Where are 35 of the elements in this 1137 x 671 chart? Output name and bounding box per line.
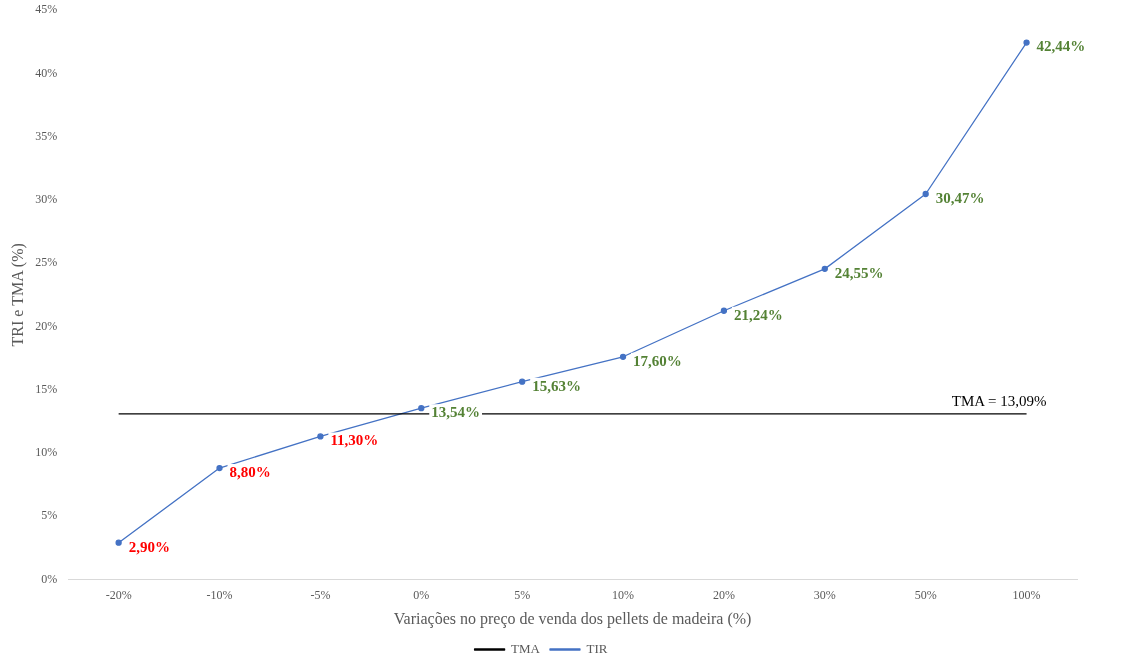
x-tick-label: -5% bbox=[310, 587, 331, 602]
y-tick-label: 15% bbox=[35, 381, 58, 396]
legend-label: TIR bbox=[586, 640, 608, 656]
y-tick-label: 30% bbox=[35, 192, 58, 207]
data-label: 15,63% bbox=[532, 377, 581, 394]
y-tick-label: 5% bbox=[41, 508, 58, 523]
data-label: 8,80% bbox=[229, 463, 271, 480]
data-label: 11,30% bbox=[330, 432, 379, 449]
x-tick-label: 50% bbox=[914, 587, 937, 602]
data-label: 13,54% bbox=[431, 404, 481, 421]
data-label: 17,60% bbox=[633, 352, 682, 369]
data-label: 24,55% bbox=[834, 264, 884, 281]
x-tick-label: 0% bbox=[413, 587, 430, 602]
x-axis-title: Variações no preço de venda dos pellets de madeira (%) bbox=[393, 609, 752, 628]
y-tick-label: 25% bbox=[35, 255, 58, 270]
x-tick-label: 30% bbox=[813, 587, 836, 602]
data-label: 30,47% bbox=[935, 189, 985, 206]
y-tick-label: 10% bbox=[35, 445, 58, 460]
legend-label: TMA bbox=[511, 640, 541, 656]
y-tick-label: 35% bbox=[35, 128, 58, 143]
x-tick-label: 100% bbox=[1012, 587, 1041, 602]
y-tick-label: 0% bbox=[41, 571, 58, 586]
y-tick-label: 45% bbox=[35, 2, 58, 17]
x-tick-label: 10% bbox=[612, 587, 635, 602]
x-tick-label: -10% bbox=[206, 587, 233, 602]
annotation: TMA = 13,09% bbox=[951, 393, 1047, 410]
x-tick-label: -20% bbox=[105, 587, 132, 602]
y-tick-label: 20% bbox=[35, 318, 58, 333]
y-axis-title: TRI e TMA (%) bbox=[8, 243, 27, 347]
data-label: 42,44% bbox=[1036, 38, 1086, 55]
x-tick-label: 5% bbox=[514, 587, 531, 602]
data-label: 21,24% bbox=[733, 306, 783, 323]
x-tick-label: 20% bbox=[712, 587, 735, 602]
data-label: 2,90% bbox=[128, 538, 170, 555]
y-tick-label: 40% bbox=[35, 65, 58, 80]
